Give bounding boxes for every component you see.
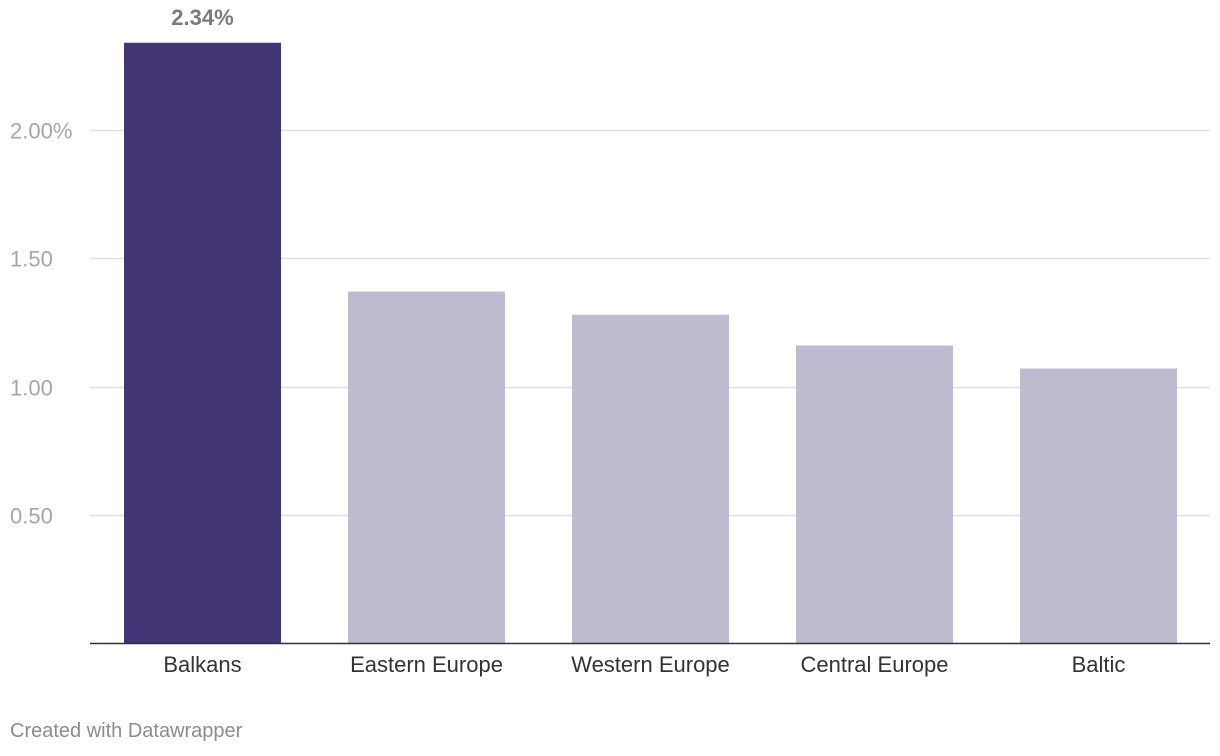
x-axis-labels: Balkans Eastern Europe Western Europe Centr…: [163, 652, 1125, 677]
x-category-label: Central Europe: [801, 652, 949, 677]
x-category-label: Eastern Europe: [350, 652, 503, 677]
bar-balkans: [124, 42, 281, 644]
bar-value-label: 2.34%: [171, 5, 233, 30]
bars: [124, 42, 1177, 644]
x-category-label: Baltic: [1072, 652, 1126, 677]
y-axis-ticks: 0.50 1.00 1.50 2.00%: [10, 119, 72, 529]
value-labels: 2.34%: [171, 5, 233, 30]
bar-western-europe: [572, 314, 729, 643]
credit-text: Created with Datawrapper: [10, 720, 243, 742]
bar-eastern-europe: [348, 291, 505, 643]
y-tick-label: 2.00%: [10, 119, 72, 144]
y-tick-label: 1.50: [10, 247, 53, 272]
x-category-label: Western Europe: [571, 652, 730, 677]
y-tick-label: 0.50: [10, 504, 53, 529]
bar-baltic: [1020, 368, 1177, 643]
bar-central-europe: [796, 345, 953, 643]
y-tick-label: 1.00: [10, 376, 53, 401]
x-category-label: Balkans: [163, 652, 241, 677]
